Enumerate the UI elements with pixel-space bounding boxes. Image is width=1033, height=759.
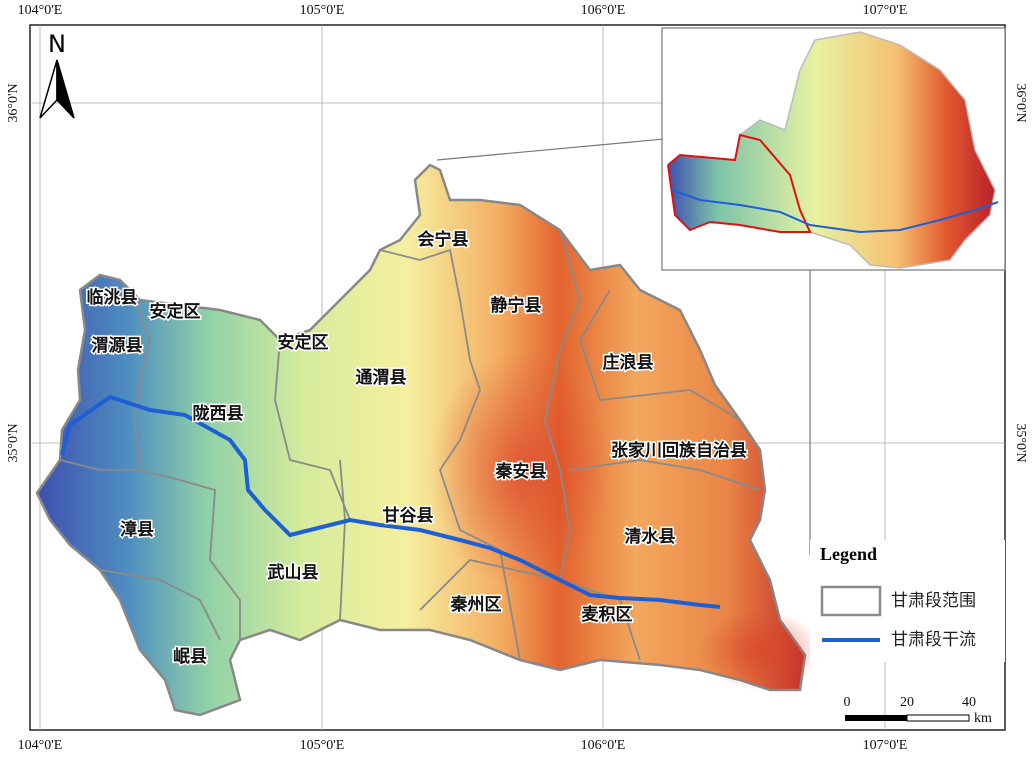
county-label: 临洮县: [87, 287, 138, 308]
county-label: 清水县: [625, 526, 676, 547]
legend-swatch: [820, 585, 882, 617]
lon-label: 106°0'E: [581, 738, 626, 753]
county-label: 安定区: [150, 301, 201, 322]
scale-bar: 0 20 40 km: [844, 695, 993, 726]
county-label: 庄浪县: [603, 352, 654, 373]
county-label: 岷县: [173, 647, 207, 667]
legend: Legend 甘肃段范围 甘肃段干流: [810, 540, 1005, 662]
county-label: 麦积区: [582, 604, 633, 625]
county-label: 秦州区: [451, 594, 502, 615]
county-label: 甘谷县: [383, 505, 434, 526]
county-label: 渭源县: [92, 335, 143, 356]
lon-label: 106°0'E: [581, 3, 626, 18]
lat-label: 35°0'N: [6, 423, 21, 462]
lon-label: 104°0'E: [18, 3, 63, 18]
north-label: N: [48, 30, 66, 58]
county-boundaries: [59, 229, 761, 661]
county-label: 通渭县: [356, 368, 407, 388]
lon-label: 105°0'E: [300, 3, 345, 18]
scale-label: 20: [900, 695, 914, 710]
legend-label: 甘肃段干流: [891, 630, 976, 650]
scale-label: 40: [962, 695, 976, 710]
lat-label: 36°0'N: [1013, 83, 1028, 122]
river: [60, 394, 721, 609]
lat-label: 35°0'N: [1013, 423, 1028, 462]
lon-label: 107°0'E: [863, 3, 908, 18]
county-label: 张家川回族自治县: [611, 440, 747, 461]
county-label: 漳县: [120, 519, 154, 540]
county-label: 安定区: [278, 332, 329, 353]
county-labels: 会宁县 临洮县 安定区 渭源县 安定区 静宁县 通渭县 庄浪县 陇西县 张家川回…: [85, 228, 749, 669]
scale-label: 0: [844, 695, 851, 710]
county-label: 陇西县: [193, 403, 244, 424]
county-label: 会宁县: [418, 229, 469, 250]
coordinate-labels: 104°0'E 105°0'E 106°0'E 107°0'E 104°0'E …: [6, 3, 1028, 753]
lon-label: 107°0'E: [863, 738, 908, 753]
lon-label: 105°0'E: [300, 738, 345, 753]
scale-unit: km: [974, 711, 992, 726]
lon-label: 104°0'E: [18, 738, 63, 753]
lat-label: 36°0'N: [6, 83, 21, 122]
legend-title: Legend: [820, 544, 877, 564]
county-label: 武山县: [268, 562, 319, 583]
inset-map: [661, 27, 1006, 271]
county-label: 静宁县: [491, 295, 542, 316]
legend-label: 甘肃段范围: [891, 591, 976, 611]
north-arrow: N: [39, 30, 75, 119]
county-label: 秦安县: [496, 461, 547, 482]
